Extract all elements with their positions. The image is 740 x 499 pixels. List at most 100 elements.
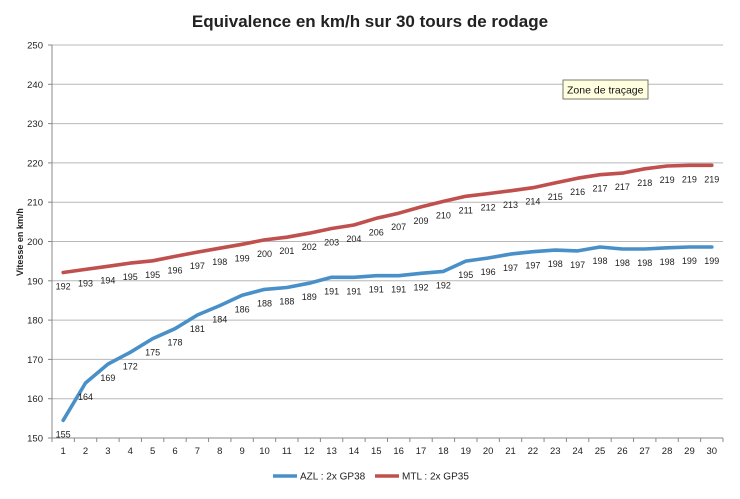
data-label: 219 xyxy=(660,175,675,185)
x-tick-label: 3 xyxy=(105,446,110,457)
y-tick-label: 230 xyxy=(27,119,43,130)
plot-area-tooltip: Zone de traçage xyxy=(562,79,649,100)
data-label: 155 xyxy=(56,429,71,439)
x-tick-label: 21 xyxy=(505,446,516,457)
data-label: 206 xyxy=(369,227,384,237)
legend-label: MTL : 2x GP35 xyxy=(402,472,469,483)
x-tick-label: 10 xyxy=(259,446,270,457)
x-tick-label: 12 xyxy=(304,446,315,457)
y-axis-ticks: 150 160 170 180 190 200 210 220 230 240 250 xyxy=(27,41,43,445)
x-tick-label: 24 xyxy=(572,446,583,457)
data-label: 212 xyxy=(481,203,496,213)
y-tick-label: 180 xyxy=(27,316,43,327)
data-label: 217 xyxy=(615,182,630,192)
data-label: 215 xyxy=(548,192,563,202)
y-tick-label: 150 xyxy=(27,434,43,445)
data-label: 195 xyxy=(458,270,473,280)
data-label: 219 xyxy=(704,174,719,184)
data-label: 188 xyxy=(257,298,272,308)
x-tick-label: 26 xyxy=(617,446,628,457)
data-label: 197 xyxy=(525,261,540,271)
x-tick-label: 16 xyxy=(393,446,404,457)
data-label: 197 xyxy=(570,260,585,270)
y-tick-label: 220 xyxy=(27,158,43,169)
data-label: 191 xyxy=(391,285,406,295)
data-label: 164 xyxy=(78,392,93,402)
data-label: 199 xyxy=(704,256,719,266)
y-tick-label: 190 xyxy=(27,276,43,287)
data-label: 195 xyxy=(123,272,138,282)
data-label: 195 xyxy=(145,270,160,280)
x-tick-label: 14 xyxy=(349,446,360,457)
grid xyxy=(48,44,723,439)
data-label: 207 xyxy=(391,222,406,232)
data-label: 198 xyxy=(660,257,675,267)
x-tick-label: 1 xyxy=(61,446,66,457)
x-tick-label: 22 xyxy=(528,446,539,457)
tooltip-box xyxy=(562,79,649,100)
data-label: 198 xyxy=(592,256,607,266)
x-tick-label: 29 xyxy=(684,446,695,457)
series-line-2 xyxy=(61,163,714,275)
data-label: 201 xyxy=(279,246,294,256)
y-tick-label: 240 xyxy=(27,80,43,91)
x-tick-label: 19 xyxy=(460,446,471,457)
x-tick-label: 9 xyxy=(239,446,244,457)
data-label: 196 xyxy=(168,265,183,275)
data-label: 172 xyxy=(123,361,138,371)
x-tick-label: 28 xyxy=(662,446,673,457)
tooltip-text: Zone de traçage xyxy=(567,85,644,97)
x-axis-ticks: 1 2 3 4 5 6 7 8 9 10 11 12 13 14 15 16 17 18 19 20 21 22 23 24 2… xyxy=(51,438,724,457)
x-tick-label: 25 xyxy=(595,446,606,457)
x-tick-label: 4 xyxy=(128,446,133,457)
x-tick-label: 23 xyxy=(550,446,561,457)
data-label: 198 xyxy=(548,259,563,269)
data-label: 169 xyxy=(100,373,115,383)
data-label: 196 xyxy=(481,267,496,277)
data-label: 184 xyxy=(212,315,227,325)
data-label: 202 xyxy=(302,242,317,252)
x-tick-label: 2 xyxy=(83,446,88,457)
y-tick-label: 200 xyxy=(27,237,43,248)
x-tick-label: 18 xyxy=(438,446,449,457)
data-label: 199 xyxy=(682,256,697,266)
legend-label: AZL : 2x GP38 xyxy=(300,472,366,483)
data-label: 191 xyxy=(324,286,339,296)
data-label: 213 xyxy=(503,200,518,210)
y-tick-label: 210 xyxy=(27,198,43,209)
data-label: 200 xyxy=(257,249,272,259)
data-label: 194 xyxy=(100,275,115,285)
x-tick-label: 20 xyxy=(483,446,494,457)
x-tick-label: 13 xyxy=(326,446,337,457)
legend: AZL : 2x GP38 MTL : 2x GP35 xyxy=(273,472,469,483)
data-label: 186 xyxy=(235,304,250,314)
data-label: 218 xyxy=(637,178,652,188)
data-label: 214 xyxy=(525,197,540,207)
data-label: 216 xyxy=(570,187,585,197)
chart-title: Equivalence en km/h sur 30 tours de roda… xyxy=(192,12,548,31)
series-line-1 xyxy=(61,245,714,423)
y-tick-label: 160 xyxy=(27,394,43,405)
x-tick-label: 27 xyxy=(639,446,650,457)
data-label: 210 xyxy=(436,210,451,220)
x-tick-label: 11 xyxy=(282,446,292,457)
data-label: 193 xyxy=(78,278,93,288)
x-tick-label: 6 xyxy=(172,446,177,457)
data-label: 209 xyxy=(414,216,429,226)
data-label: 189 xyxy=(302,292,317,302)
y-axis-label: Vitesse en km/h xyxy=(15,208,25,276)
x-tick-label: 15 xyxy=(371,446,382,457)
data-label: 198 xyxy=(212,257,227,267)
data-label: 198 xyxy=(637,258,652,268)
data-label: 191 xyxy=(346,286,361,296)
x-tick-label: 7 xyxy=(195,446,200,457)
y-tick-label: 170 xyxy=(27,355,43,366)
data-label: 217 xyxy=(592,184,607,194)
data-label: 192 xyxy=(414,282,429,292)
data-label: 197 xyxy=(190,261,205,271)
y-tick-label: 250 xyxy=(27,41,43,52)
data-labels: 155 164 169 172 175 178 181 184 186 188 188 189 191 1… xyxy=(56,174,720,439)
data-label: 178 xyxy=(168,338,183,348)
data-label: 219 xyxy=(682,174,697,184)
